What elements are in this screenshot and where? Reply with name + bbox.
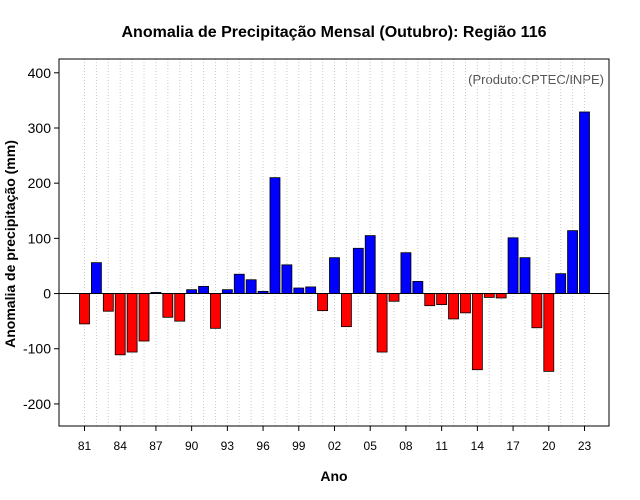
x-tick-label: 17 xyxy=(506,439,520,453)
x-tick-label: 11 xyxy=(435,439,448,453)
bar-1991 xyxy=(198,285,209,294)
bar-2017 xyxy=(507,237,519,294)
bar-2010 xyxy=(424,293,436,307)
y-tick-label: -200 xyxy=(23,396,51,412)
bar-1995 xyxy=(245,279,257,294)
bar-1984 xyxy=(114,293,126,356)
y-tick-label: 400 xyxy=(28,65,52,81)
axes: 400 300 200 100 0 -100 -200 81 84 87 90 93 96 99 02 05 0… xyxy=(23,58,610,453)
y-axis-title: Anomalia de precipitação (mm) xyxy=(2,140,18,348)
bar-1990 xyxy=(186,289,198,294)
bar-1993 xyxy=(221,289,233,294)
bar-2007 xyxy=(388,293,400,302)
bar-2013 xyxy=(460,293,471,314)
bar-1999 xyxy=(293,287,305,294)
bar-2016 xyxy=(495,293,507,299)
x-tick-label: 14 xyxy=(471,439,485,453)
x-tick-label: 05 xyxy=(364,439,378,453)
x-tick-label: 87 xyxy=(149,439,163,453)
x-tick-label: 20 xyxy=(542,439,556,453)
y-tick-label: 100 xyxy=(28,230,52,246)
bar-2006 xyxy=(376,293,388,353)
bar-2005 xyxy=(364,235,376,294)
bar-2001 xyxy=(317,293,328,312)
bar-2008 xyxy=(400,252,412,294)
bar-2000 xyxy=(305,286,317,294)
bar-1983 xyxy=(102,293,114,312)
bar-2009 xyxy=(412,281,424,294)
x-axis-title: Ano xyxy=(320,468,347,484)
bar-2020 xyxy=(543,293,555,372)
bar-2023 xyxy=(579,111,590,294)
y-tick-label: 300 xyxy=(28,120,52,136)
bar-2022 xyxy=(567,230,578,294)
x-tick-label: 81 xyxy=(78,439,92,453)
x-tick-label: 99 xyxy=(292,439,306,453)
bar-1998 xyxy=(281,264,293,294)
bar-2012 xyxy=(448,293,459,320)
bar-1994 xyxy=(233,273,245,294)
bar-2015 xyxy=(483,293,495,298)
bar-1989 xyxy=(174,293,186,322)
bar-2021 xyxy=(555,273,567,294)
bar-1986 xyxy=(138,293,150,342)
bar-1981 xyxy=(79,293,90,325)
y-tick-label: 200 xyxy=(28,175,52,191)
x-tick-label: 96 xyxy=(256,439,270,453)
bar-1992 xyxy=(210,293,221,329)
bar-2003 xyxy=(341,293,352,328)
bars xyxy=(79,111,590,372)
bar-2019 xyxy=(531,293,543,329)
x-tick-label: 90 xyxy=(185,439,199,453)
x-tick-label: 23 xyxy=(578,439,592,453)
bar-1997 xyxy=(269,177,281,294)
bar-2004 xyxy=(352,247,364,294)
credit-label: (Produto:CPTEC/INPE) xyxy=(468,72,604,87)
chart-title: Anomalia de Precipitação Mensal (Outubro… xyxy=(122,24,547,41)
x-tick-label: 93 xyxy=(221,439,235,453)
bar-1988 xyxy=(162,293,174,318)
bar-2011 xyxy=(436,293,448,305)
y-tick-label: -100 xyxy=(23,341,51,357)
bar-1982 xyxy=(91,262,102,294)
x-tick-label: 02 xyxy=(328,439,342,453)
y-tick-label: 0 xyxy=(43,286,51,302)
x-tick-label: 84 xyxy=(114,439,128,453)
bar-2014 xyxy=(471,293,483,371)
x-tick-label: 08 xyxy=(399,439,413,453)
bar-1985 xyxy=(126,293,138,353)
bar-2018 xyxy=(519,257,531,294)
bar-2002 xyxy=(329,257,340,294)
